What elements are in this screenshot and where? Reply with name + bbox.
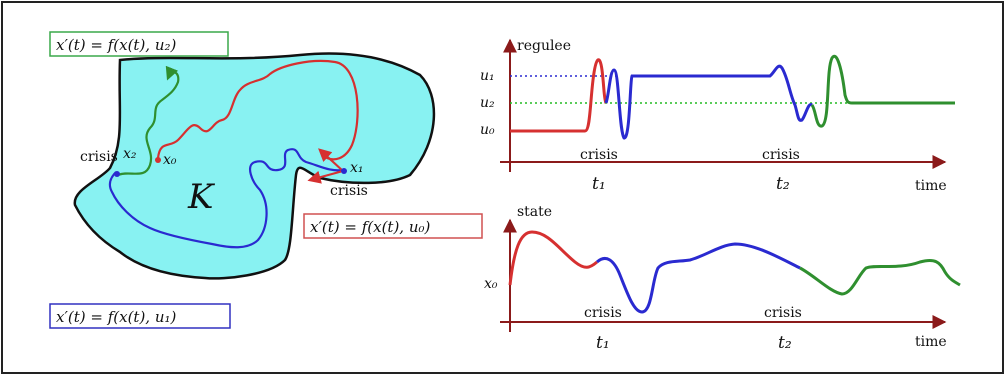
- regulee-green-segment: [810, 54, 955, 128]
- crisis-label-left: crisis: [80, 149, 118, 165]
- regulee-y-label: regulee: [517, 38, 571, 54]
- crisis-label-right: crisis: [330, 183, 368, 199]
- set-label-k: K: [187, 177, 216, 217]
- state-tick-t2: t₂: [778, 333, 792, 353]
- point-x0-dot: [155, 157, 161, 163]
- crisis-arrow-up: [318, 148, 344, 172]
- red-trajectory: [156, 59, 359, 161]
- left-panel: K x₀ x₁ x₂ crisis crisis x′(t) = f(x(t),…: [49, 31, 483, 329]
- point-x1-label: x₁: [350, 160, 364, 176]
- equation-blue: x′(t) = f(x(t), u₁): [56, 308, 177, 326]
- equation-box-green: [49, 31, 229, 57]
- point-x2-label: x₂: [123, 146, 137, 162]
- viability-region: [73, 52, 436, 280]
- regulee-blue-segment: [604, 64, 813, 140]
- regulee-crisis-2: crisis: [762, 147, 800, 163]
- equation-box-blue: [49, 303, 231, 329]
- regulee-chart: regulee time u₁ u₂ u₀ crisis crisis t₁ t…: [480, 38, 955, 194]
- regulee-tick-t1: t₁: [592, 174, 606, 194]
- state-blue-segment: [596, 242, 801, 314]
- regulee-crisis-1: crisis: [580, 147, 618, 163]
- point-x1-dot: [341, 168, 347, 174]
- tick-u2: u₂: [480, 95, 495, 111]
- green-trajectory: [117, 65, 180, 177]
- state-tick-t1: t₁: [596, 333, 610, 353]
- state-y-label: state: [517, 204, 552, 220]
- tick-x0: x₀: [484, 276, 498, 292]
- crisis-arrow-left: [307, 169, 344, 184]
- point-x0-label: x₀: [163, 152, 177, 168]
- tick-u1: u₁: [480, 68, 495, 84]
- equation-red: x′(t) = f(x(t), u₀): [310, 218, 431, 236]
- point-x2-dot: [114, 171, 120, 177]
- state-crisis-1: crisis: [584, 305, 622, 321]
- blue-trajectory: [108, 148, 345, 249]
- tick-u0: u₀: [480, 122, 495, 138]
- state-red-segment: [508, 230, 598, 286]
- regulee-tick-t2: t₂: [776, 174, 790, 194]
- regulee-x-label: time: [915, 178, 947, 194]
- state-chart: state time x₀ crisis crisis t₁ t₂: [484, 204, 961, 353]
- state-x-label: time: [915, 334, 947, 350]
- regulee-red-segment: [510, 58, 608, 133]
- equation-green: x′(t) = f(x(t), u₂): [56, 36, 177, 54]
- equation-box-red: [303, 213, 483, 239]
- state-crisis-2: crisis: [764, 305, 802, 321]
- state-green-segment: [799, 258, 961, 296]
